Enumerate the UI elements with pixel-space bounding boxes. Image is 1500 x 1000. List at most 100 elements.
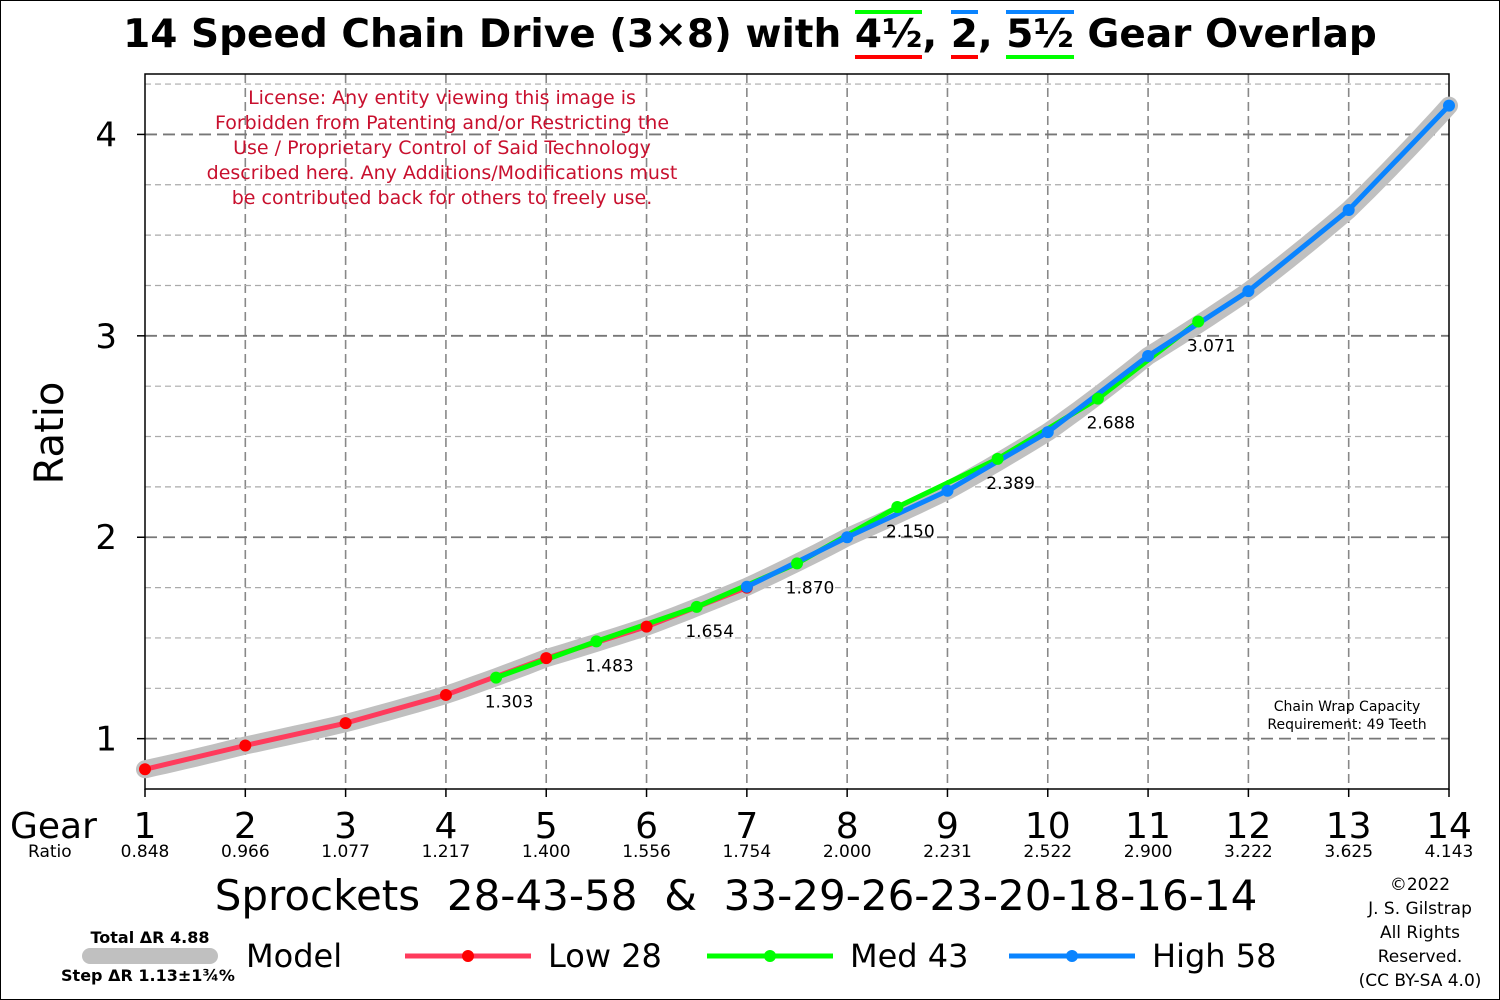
- y-tick-labels: 1 2 3 4: [95, 115, 145, 760]
- copyright-line: J. S. Gilstrap: [1368, 899, 1472, 919]
- title-prefix: 14 Speed Chain Drive (3×8) with: [123, 12, 855, 57]
- data-point: [1192, 315, 1205, 328]
- title-overlap-med-high: 5½: [1006, 10, 1074, 59]
- series-lines: [139, 99, 1455, 776]
- copyright-line: All Rights: [1379, 923, 1461, 943]
- data-point: [1342, 203, 1355, 216]
- gear-ratio-label: 3.625: [1324, 842, 1373, 862]
- data-point: [590, 635, 603, 648]
- license-text: License: Any entity viewing this image i…: [207, 87, 678, 209]
- title-separator: ,: [922, 12, 951, 57]
- data-label: 2.150: [886, 522, 935, 542]
- gear-ratio-label: 2.522: [1023, 842, 1072, 862]
- model-step-label: Step ΔR 1.13±1¾%: [61, 966, 235, 985]
- data-point: [991, 452, 1004, 465]
- legend-label: Med 43: [850, 937, 969, 975]
- data-point: [139, 763, 151, 776]
- data-label: 3.071: [1187, 337, 1236, 357]
- data-point: [690, 600, 703, 613]
- x-tick-label: 6: [635, 806, 658, 847]
- data-point: [1091, 392, 1104, 405]
- gear-ratio-label: 1.556: [622, 842, 671, 862]
- gear-ratio-label: 2.231: [923, 842, 972, 862]
- copyright-line: Reserved.: [1377, 947, 1463, 967]
- data-label: 1.483: [585, 656, 634, 676]
- x-axis-label: Sprockets 28-43-58 & 33-29-26-23-20-18-1…: [215, 871, 1258, 920]
- data-point: [1443, 99, 1455, 112]
- data-point: [891, 501, 904, 514]
- data-point: [841, 531, 854, 544]
- legend-swatch-dot: [764, 950, 776, 962]
- legend-label: Low 28: [548, 937, 662, 975]
- copyright-line: (CC BY-SA 4.0): [1358, 971, 1482, 991]
- point-annotations: 1.303 1.483 1.654 1.870 2.150 2.389 2.688 3.071: [485, 337, 1236, 713]
- y-tick-label: 3: [95, 317, 117, 357]
- title-overlap-low-high: 2: [950, 10, 978, 59]
- gear-ratio-label: 4.143: [1425, 842, 1474, 862]
- x-tick-label: 3: [334, 806, 357, 847]
- x-tick-label: 14: [1426, 806, 1472, 847]
- data-point: [1142, 349, 1155, 362]
- gear-ratio-label: 1.217: [422, 842, 471, 862]
- data-label: 1.870: [786, 578, 835, 598]
- gear-ratio-label: 1.400: [522, 842, 571, 862]
- x-tick-label: 13: [1326, 806, 1372, 847]
- x-tick-label: 4: [434, 806, 457, 847]
- gear-row-label: Gear: [10, 806, 97, 847]
- y-tick-label: 4: [95, 115, 117, 155]
- data-point: [640, 620, 653, 633]
- legend-swatch-dot: [1066, 950, 1078, 962]
- data-label: 2.389: [986, 474, 1035, 494]
- copyright-line: ©2022: [1389, 875, 1451, 895]
- legend-label-model: Model: [246, 937, 342, 975]
- gear-ratio-label: 2.900: [1124, 842, 1173, 862]
- data-point: [490, 671, 503, 684]
- data-label: 1.303: [485, 693, 534, 713]
- x-tick-label: 7: [735, 806, 758, 847]
- gear-ratio-label: 2.000: [823, 842, 872, 862]
- data-point: [1041, 426, 1054, 439]
- data-point: [1242, 285, 1255, 298]
- gear-ratio-label: 1.754: [723, 842, 772, 862]
- title-suffix: Gear Overlap: [1073, 12, 1377, 57]
- y-tick-label: 1: [95, 720, 117, 760]
- x-tick-label: 2: [234, 806, 257, 847]
- gear-ratio-label: 3.222: [1224, 842, 1273, 862]
- data-label: 1.654: [685, 622, 734, 642]
- data-label: 2.688: [1087, 414, 1136, 434]
- x-tick-label: 1: [134, 806, 157, 847]
- license-line: described here. Any Additions/Modificati…: [207, 162, 678, 184]
- data-point: [339, 717, 352, 730]
- license-line: Forbidden from Patenting and/or Restrict…: [215, 112, 669, 134]
- x-tick-label: 5: [535, 806, 558, 847]
- license-line: License: Any entity viewing this image i…: [248, 87, 636, 109]
- chain-wrap-line: Chain Wrap Capacity: [1274, 699, 1421, 715]
- data-point: [239, 739, 252, 752]
- data-point: [540, 652, 553, 665]
- copyright-block: ©2022 J. S. Gilstrap All Rights Reserved…: [1340, 873, 1500, 993]
- license-line: be contributed back for others to freely…: [232, 187, 653, 209]
- title-overlap-low-med: 4½: [854, 10, 923, 59]
- gear-ratio-label: 1.077: [321, 842, 370, 862]
- series-line-high-58: [745, 103, 1451, 590]
- x-tick-label: 9: [936, 806, 959, 847]
- grid-lines: [145, 74, 1449, 789]
- ratio-row-label: Ratio: [28, 842, 72, 862]
- x-tick-label: 11: [1125, 806, 1171, 847]
- gear-ratio-label: 0.966: [221, 842, 270, 862]
- x-tick-label: 10: [1025, 806, 1071, 847]
- data-point: [941, 484, 954, 497]
- gear-ratio-label: 0.848: [121, 842, 170, 862]
- data-point: [791, 557, 803, 570]
- plot-frame: [144, 73, 1450, 790]
- chart-title: 14 Speed Chain Drive (3×8) with 4½, 2, 5…: [0, 10, 1500, 59]
- chain-wrap-note: Chain Wrap Capacity Requirement: 49 Teeth: [1267, 699, 1426, 733]
- model-total-label: Total ΔR 4.88: [90, 928, 209, 947]
- x-tick-label: 12: [1225, 806, 1271, 847]
- data-point: [740, 580, 753, 593]
- y-tick-label: 2: [95, 518, 117, 558]
- legend-label: High 58: [1152, 937, 1276, 975]
- x-tick-label: 8: [836, 806, 859, 847]
